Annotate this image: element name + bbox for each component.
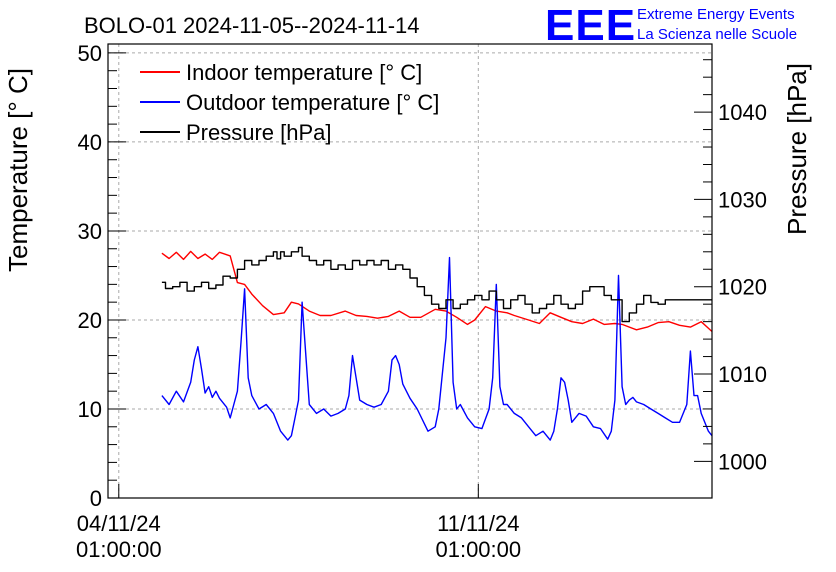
- series-line-2: [161, 256, 713, 441]
- y-tick-label: 20: [78, 308, 102, 333]
- y2-tick-label: 1020: [718, 275, 767, 300]
- y-axis-label-left: Temperature [° C]: [3, 68, 33, 272]
- y-tick-label: 30: [78, 219, 102, 244]
- chart-title: BOLO-01 2024-11-05--2024-11-14: [84, 13, 420, 38]
- y2-tick-label: 1010: [718, 362, 767, 387]
- x-tick-label-time: 01:00:00: [435, 537, 521, 562]
- legend-label-1: Indoor temperature [° C]: [186, 60, 422, 85]
- series-lines: [161, 246, 713, 441]
- x-tick-label-date: 04/11/24: [77, 511, 161, 536]
- y-axis-label-right: Pressure [hPa]: [782, 63, 812, 235]
- grid: [108, 44, 712, 498]
- x-tick-label-time: 01:00:00: [76, 537, 162, 562]
- series-line-3: [161, 246, 712, 323]
- y2-tick-label: 1040: [718, 100, 767, 125]
- logo-mark: EEE: [545, 1, 636, 50]
- y-tick-label: 0: [90, 486, 102, 511]
- plot-frame: [107, 43, 713, 499]
- y-tick-label: 40: [78, 130, 102, 155]
- y-tick-label: 50: [78, 41, 102, 66]
- logo-line2: La Scienza nelle Scuole: [637, 26, 797, 43]
- legend-label-3: Pressure [hPa]: [186, 120, 332, 145]
- logo-line1: Extreme Energy Events: [637, 6, 795, 23]
- legend: Indoor temperature [° C] Outdoor temperat…: [140, 60, 439, 145]
- series-line-1: [161, 250, 713, 333]
- y-tick-label: 10: [78, 397, 102, 422]
- y2-tick-label: 1030: [718, 187, 767, 212]
- legend-label-2: Outdoor temperature [° C]: [186, 90, 439, 115]
- x-tick-label-date: 11/11/24: [437, 511, 519, 536]
- y2-tick-label: 1000: [718, 449, 767, 474]
- plot-area-border: [107, 43, 713, 499]
- ticks: 0102030405004/11/2401:00:0011/11/2401:00…: [76, 41, 767, 562]
- eee-logo: EEE Extreme Energy Events La Scienza nel…: [545, 1, 797, 50]
